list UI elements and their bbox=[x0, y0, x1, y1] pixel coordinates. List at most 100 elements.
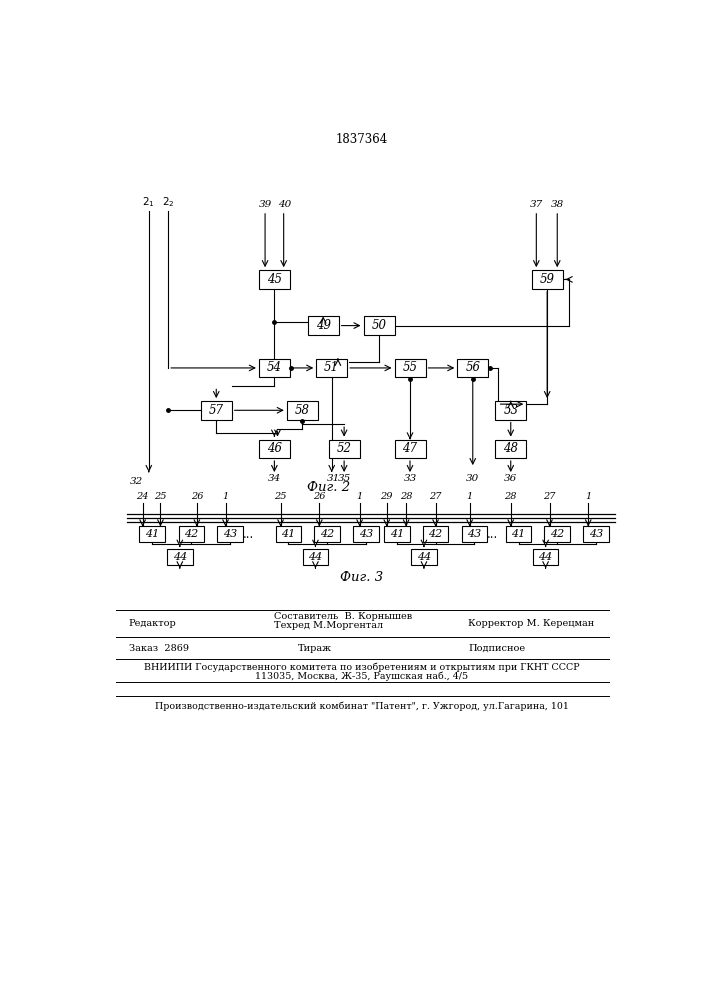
Bar bbox=[495, 440, 526, 458]
Bar bbox=[532, 270, 563, 289]
Text: 58: 58 bbox=[295, 404, 310, 417]
Bar bbox=[167, 549, 192, 565]
Text: 24: 24 bbox=[136, 492, 149, 501]
Text: 40: 40 bbox=[278, 200, 291, 209]
Text: 113035, Москва, Ж-35, Раушская наб., 4/5: 113035, Москва, Ж-35, Раушская наб., 4/5 bbox=[255, 672, 469, 681]
Bar bbox=[395, 440, 426, 458]
Text: 25: 25 bbox=[274, 492, 287, 501]
Text: Техред М.Моргентал: Техред М.Моргентал bbox=[274, 621, 383, 630]
Text: 43: 43 bbox=[358, 529, 373, 539]
Text: ВНИИПИ Государственного комитета по изобретениям и открытиям при ГКНТ СССР: ВНИИПИ Государственного комитета по изоб… bbox=[144, 663, 580, 672]
Text: 33: 33 bbox=[404, 474, 416, 483]
Text: 27: 27 bbox=[543, 492, 556, 501]
Text: 25: 25 bbox=[154, 492, 167, 501]
Text: $2_2$: $2_2$ bbox=[162, 195, 175, 209]
Text: 48: 48 bbox=[503, 442, 518, 455]
Text: Заказ  2869: Заказ 2869 bbox=[129, 644, 189, 653]
Text: 49: 49 bbox=[316, 319, 331, 332]
Text: 44: 44 bbox=[308, 552, 322, 562]
Text: 45: 45 bbox=[267, 273, 282, 286]
Text: ...: ... bbox=[487, 528, 498, 541]
Text: 31: 31 bbox=[327, 474, 340, 483]
Text: 28: 28 bbox=[505, 492, 517, 501]
Text: 42: 42 bbox=[550, 529, 564, 539]
Text: 42: 42 bbox=[320, 529, 334, 539]
Text: 37: 37 bbox=[530, 200, 543, 209]
Text: 43: 43 bbox=[223, 529, 238, 539]
Text: Фиг. 2: Фиг. 2 bbox=[307, 481, 350, 494]
Text: Корректор М. Керецман: Корректор М. Керецман bbox=[468, 619, 595, 628]
Text: 26: 26 bbox=[313, 492, 326, 501]
Text: 28: 28 bbox=[400, 492, 412, 501]
Text: Подписное: Подписное bbox=[468, 644, 525, 653]
Text: 44: 44 bbox=[417, 552, 431, 562]
Bar bbox=[287, 401, 317, 420]
Text: 38: 38 bbox=[551, 200, 564, 209]
Text: 1837364: 1837364 bbox=[336, 133, 388, 146]
Text: 35: 35 bbox=[337, 474, 351, 483]
Bar bbox=[395, 359, 426, 377]
Text: 44: 44 bbox=[173, 552, 187, 562]
Text: 43: 43 bbox=[589, 529, 603, 539]
Text: 1: 1 bbox=[585, 492, 591, 501]
Text: 42: 42 bbox=[185, 529, 199, 539]
Text: ...: ... bbox=[243, 528, 255, 541]
Bar bbox=[259, 440, 290, 458]
Bar bbox=[384, 526, 409, 542]
Text: 39: 39 bbox=[259, 200, 271, 209]
Text: Тираж: Тираж bbox=[298, 644, 332, 653]
Text: 46: 46 bbox=[267, 442, 282, 455]
Text: Производственно-издательский комбинат "Патент", г. Ужгород, ул.Гагарина, 101: Производственно-издательский комбинат "П… bbox=[155, 702, 569, 711]
Text: 43: 43 bbox=[467, 529, 481, 539]
Text: 41: 41 bbox=[281, 529, 296, 539]
Bar bbox=[411, 549, 437, 565]
Text: 54: 54 bbox=[267, 361, 282, 374]
Bar bbox=[139, 526, 165, 542]
Text: 41: 41 bbox=[511, 529, 525, 539]
Text: 1: 1 bbox=[467, 492, 473, 501]
Text: Редактор: Редактор bbox=[129, 619, 177, 628]
Bar bbox=[544, 526, 570, 542]
Text: 41: 41 bbox=[145, 529, 159, 539]
Bar bbox=[259, 359, 290, 377]
Text: 42: 42 bbox=[428, 529, 443, 539]
Bar bbox=[363, 316, 395, 335]
Text: 50: 50 bbox=[371, 319, 387, 332]
Bar bbox=[506, 526, 531, 542]
Bar bbox=[315, 526, 340, 542]
Text: 51: 51 bbox=[325, 361, 339, 374]
Text: Составитель  В. Корнышев: Составитель В. Корнышев bbox=[274, 612, 412, 621]
Text: 41: 41 bbox=[390, 529, 404, 539]
Text: 27: 27 bbox=[429, 492, 442, 501]
Bar bbox=[329, 440, 360, 458]
Bar bbox=[457, 359, 489, 377]
Text: 57: 57 bbox=[209, 404, 223, 417]
Bar bbox=[276, 526, 301, 542]
Text: Фиг. 3: Фиг. 3 bbox=[340, 571, 383, 584]
Text: 53: 53 bbox=[503, 404, 518, 417]
Text: 26: 26 bbox=[191, 492, 203, 501]
Bar bbox=[201, 401, 232, 420]
Bar bbox=[316, 359, 347, 377]
Text: 32: 32 bbox=[129, 477, 143, 486]
Text: 34: 34 bbox=[268, 474, 281, 483]
Bar bbox=[583, 526, 609, 542]
Text: 56: 56 bbox=[465, 361, 480, 374]
Text: 44: 44 bbox=[539, 552, 553, 562]
Bar bbox=[533, 549, 559, 565]
Text: 59: 59 bbox=[539, 273, 555, 286]
Text: 30: 30 bbox=[466, 474, 479, 483]
Text: 1: 1 bbox=[356, 492, 363, 501]
Bar bbox=[353, 526, 379, 542]
Bar bbox=[462, 526, 487, 542]
Bar bbox=[259, 270, 290, 289]
Bar bbox=[423, 526, 448, 542]
Bar bbox=[303, 549, 328, 565]
Bar bbox=[218, 526, 243, 542]
Text: 55: 55 bbox=[402, 361, 418, 374]
Bar bbox=[495, 401, 526, 420]
Bar bbox=[179, 526, 204, 542]
Text: 52: 52 bbox=[337, 442, 351, 455]
Text: $2_1$: $2_1$ bbox=[143, 195, 155, 209]
Text: 29: 29 bbox=[380, 492, 393, 501]
